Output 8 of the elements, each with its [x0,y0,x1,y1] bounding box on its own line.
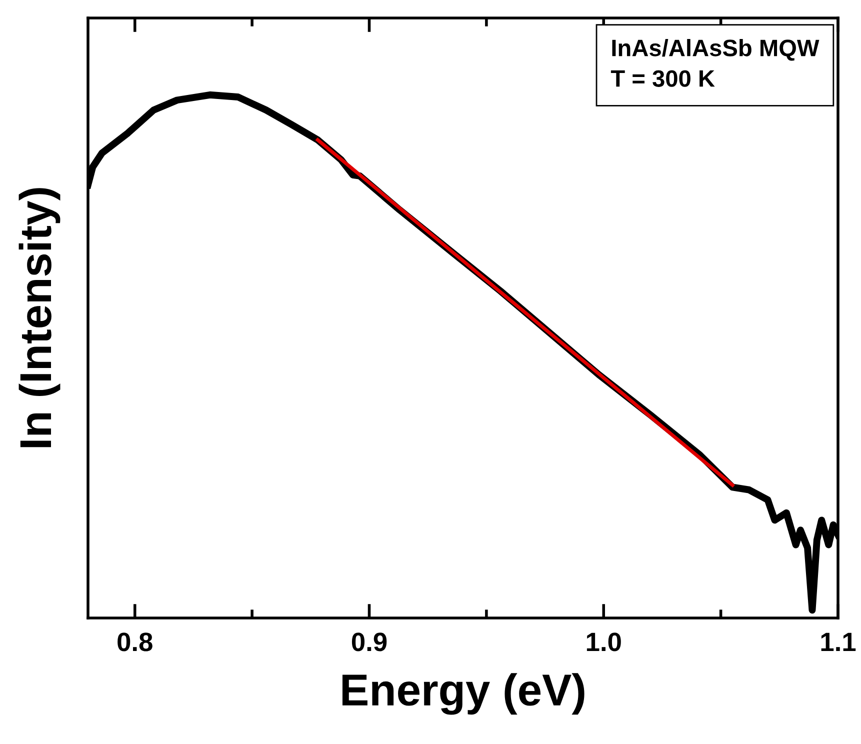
text: InAs/AlAsSb MQW [612,39,820,61]
text: T = 300 K [610,70,715,87]
x-tick-label: 1.0 [586,632,621,652]
x-tick-label: 1.1 [821,632,856,652]
x-tick-label: 0.8 [118,632,152,652]
y-axis-title: In (Intensity) [18,188,60,448]
x-axis-title: Energy (eV) [342,673,584,715]
x-tick-label: 0.9 [352,632,387,652]
